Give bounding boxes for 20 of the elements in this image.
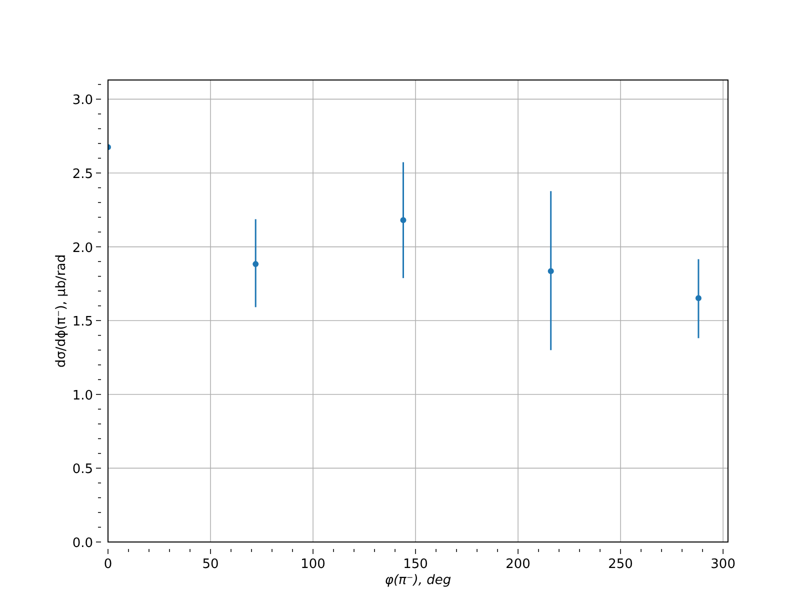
point [548, 268, 554, 274]
y-tick-label: 1.0 [72, 388, 93, 404]
point [400, 217, 406, 224]
y-tick-label: 2.5 [72, 166, 93, 182]
x-tick-label: 50 [202, 557, 219, 572]
y-tick-label: 0.5 [72, 462, 93, 478]
point [252, 261, 259, 268]
x-tick-label: 100 [300, 557, 326, 572]
x-tick-label: 300 [710, 557, 736, 572]
x-tick-label: 250 [608, 557, 633, 572]
y-tick-label: 3.0 [72, 93, 93, 108]
x-tick-label: 200 [506, 557, 530, 572]
y-tick-label: 0.0 [72, 536, 93, 551]
y-tick-label: 2.0 [72, 240, 93, 256]
y-axis-title: dσ/dϕ(π⁻), μb/rad [54, 254, 69, 368]
x-tick-label: 0 [104, 557, 112, 572]
x-tick-label: 150 [403, 557, 428, 572]
x-axis-title: φ(π⁻), deg [384, 573, 452, 588]
y-tick-label: 1.5 [72, 314, 93, 330]
point [695, 295, 702, 302]
